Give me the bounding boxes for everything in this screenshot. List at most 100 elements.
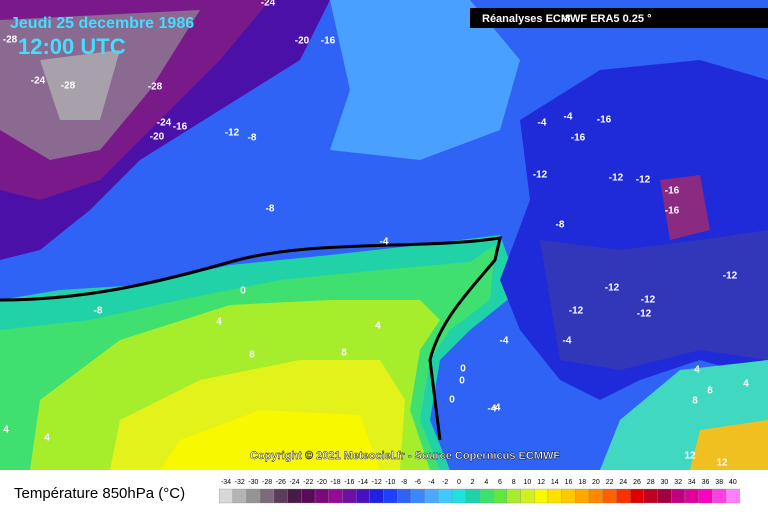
contour-label: -8 bbox=[248, 133, 257, 144]
contour-label: -24 bbox=[31, 76, 46, 87]
color-swatch bbox=[725, 488, 740, 504]
color-swatch bbox=[671, 488, 686, 504]
contour-label: -16 bbox=[597, 115, 612, 126]
contour-label: 12 bbox=[716, 458, 728, 469]
legend-tick-label: 10 bbox=[524, 479, 532, 486]
contour-label: -12 bbox=[641, 295, 656, 306]
color-swatch bbox=[479, 488, 494, 504]
contour-label: -16 bbox=[571, 133, 586, 144]
contour-label: -4 bbox=[492, 403, 501, 414]
source-box bbox=[470, 8, 768, 28]
legend-tick-label: 24 bbox=[619, 479, 627, 486]
legend-tick-label: -20 bbox=[317, 479, 327, 486]
legend-tick-label: -16 bbox=[344, 479, 354, 486]
color-swatch bbox=[355, 488, 370, 504]
contour-label: 4 bbox=[375, 321, 381, 332]
color-swatch bbox=[287, 488, 302, 504]
contour-label: -12 bbox=[637, 309, 652, 320]
legend-tick-label: 28 bbox=[647, 479, 655, 486]
contour-label: -20 bbox=[295, 36, 310, 47]
legend-tick-label: 14 bbox=[551, 479, 559, 486]
legend-tick-label: -8 bbox=[401, 479, 407, 486]
color-swatch bbox=[643, 488, 658, 504]
contour-label: -20 bbox=[150, 132, 165, 143]
legend-tick-label: 8 bbox=[512, 479, 516, 486]
color-swatch bbox=[492, 488, 507, 504]
contour-label: -12 bbox=[605, 283, 620, 294]
color-swatch bbox=[246, 488, 261, 504]
legend-title: Température 850hPa (°C) bbox=[14, 485, 185, 502]
legend-tick-label: -32 bbox=[235, 479, 245, 486]
color-swatch bbox=[588, 488, 603, 504]
color-swatch bbox=[520, 488, 535, 504]
contour-label: 8 bbox=[692, 396, 698, 407]
legend-tick-label: 4 bbox=[484, 479, 488, 486]
contour-label: -16 bbox=[665, 186, 680, 197]
legend-tick-label: 26 bbox=[633, 479, 641, 486]
color-swatch bbox=[438, 488, 453, 504]
color-swatch bbox=[547, 488, 562, 504]
contour-label: 4 bbox=[216, 317, 222, 328]
legend-tick-label: 0 bbox=[457, 479, 461, 486]
legend-tick-label: 36 bbox=[702, 479, 710, 486]
contour-label: -16 bbox=[321, 36, 336, 47]
contour-label: 0 bbox=[460, 364, 466, 375]
legend-tick-label: -18 bbox=[331, 479, 341, 486]
contour-label: -28 bbox=[3, 35, 18, 46]
contour-label: 0 bbox=[449, 395, 455, 406]
legend-tick-label: -4 bbox=[428, 479, 434, 486]
color-swatch bbox=[465, 488, 480, 504]
temp-zone bbox=[160, 410, 380, 470]
zero-isotherm bbox=[0, 236, 502, 441]
temp-zone bbox=[660, 175, 710, 240]
source: Réanalyses ECMWF ERA5 0.25 ° bbox=[482, 13, 651, 25]
color-swatch bbox=[451, 488, 466, 504]
legend-tick-label: 22 bbox=[606, 479, 614, 486]
contour-label: -4 bbox=[500, 336, 509, 347]
temp-zone bbox=[330, 0, 520, 160]
legend-tick-label: -26 bbox=[276, 479, 286, 486]
legend-tick-label: -28 bbox=[262, 479, 272, 486]
contour-label: -16 bbox=[665, 206, 680, 217]
legend-tick-label: -10 bbox=[385, 479, 395, 486]
contour-label: -8 bbox=[562, 14, 571, 25]
contour-label: -4 bbox=[488, 404, 497, 415]
copyright: Copyright © 2021 Meteociel.fr - Source C… bbox=[250, 450, 560, 462]
legend-tick-label: 2 bbox=[471, 479, 475, 486]
color-swatch bbox=[397, 488, 412, 504]
color-swatch bbox=[314, 488, 329, 504]
contour-label: -28 bbox=[61, 81, 76, 92]
contour-label: -28 bbox=[148, 82, 163, 93]
legend-tick-label: -2 bbox=[442, 479, 448, 486]
contour-label: -8 bbox=[94, 306, 103, 317]
legend-tick-label: -12 bbox=[372, 479, 382, 486]
color-swatch bbox=[575, 488, 590, 504]
color-swatch bbox=[561, 488, 576, 504]
legend-tick-label: 12 bbox=[537, 479, 545, 486]
color-swatch bbox=[410, 488, 425, 504]
contour-label: -12 bbox=[569, 306, 584, 317]
color-swatch bbox=[273, 488, 288, 504]
color-swatch bbox=[602, 488, 617, 504]
legend-tick-label: 40 bbox=[729, 479, 737, 486]
contour-label: -12 bbox=[225, 128, 240, 139]
color-swatch bbox=[424, 488, 439, 504]
temp-zone bbox=[540, 230, 768, 370]
color-swatch bbox=[506, 488, 521, 504]
time: 12:00 UTC bbox=[18, 34, 126, 59]
contour-label: -24 bbox=[157, 118, 172, 129]
legend-tick-label: -34 bbox=[221, 479, 231, 486]
color-swatch bbox=[698, 488, 713, 504]
legend-tick-label: -6 bbox=[415, 479, 421, 486]
color-swatch bbox=[383, 488, 398, 504]
legend-tick-label: 16 bbox=[565, 479, 573, 486]
contour-label: -4 bbox=[564, 112, 573, 123]
contour-label: 0 bbox=[459, 376, 465, 387]
contour-label: 4 bbox=[3, 425, 9, 436]
contour-label: 8 bbox=[707, 386, 713, 397]
contour-label: -12 bbox=[636, 175, 651, 186]
color-swatch bbox=[712, 488, 727, 504]
contour-label: 12 bbox=[684, 451, 696, 462]
